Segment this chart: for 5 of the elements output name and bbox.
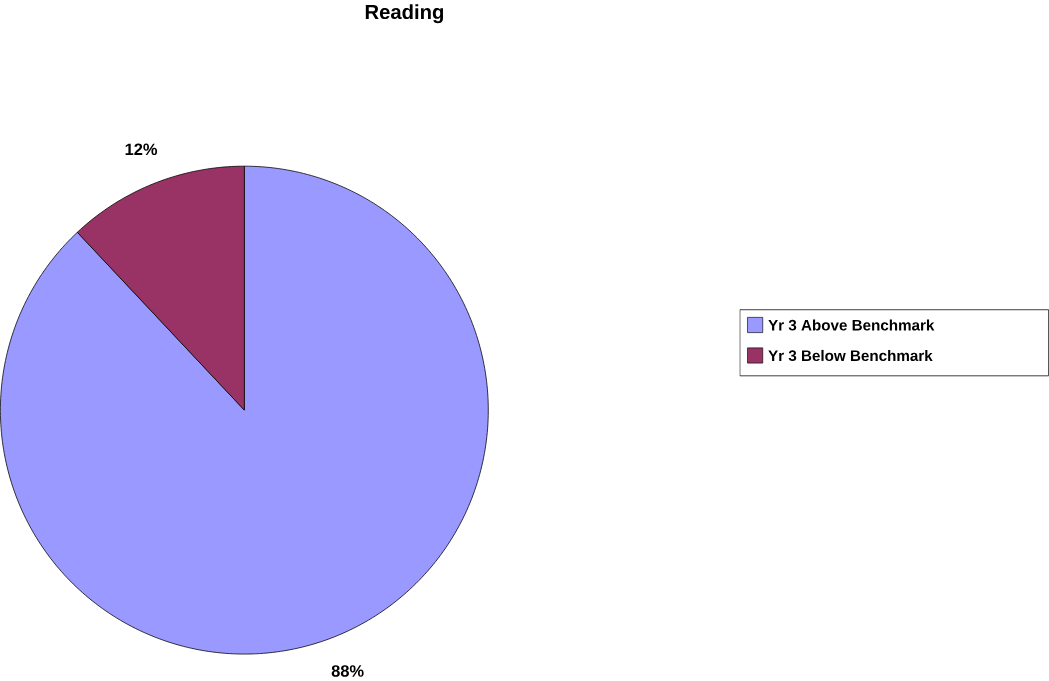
- data-label: 88%: [331, 665, 364, 677]
- chart-title: Reading: [365, 4, 444, 24]
- legend-label: Yr 3 Below Benchmark: [768, 349, 933, 362]
- data-label: 12%: [125, 143, 158, 156]
- legend-label: Yr 3 Above Benchmark: [768, 319, 935, 331]
